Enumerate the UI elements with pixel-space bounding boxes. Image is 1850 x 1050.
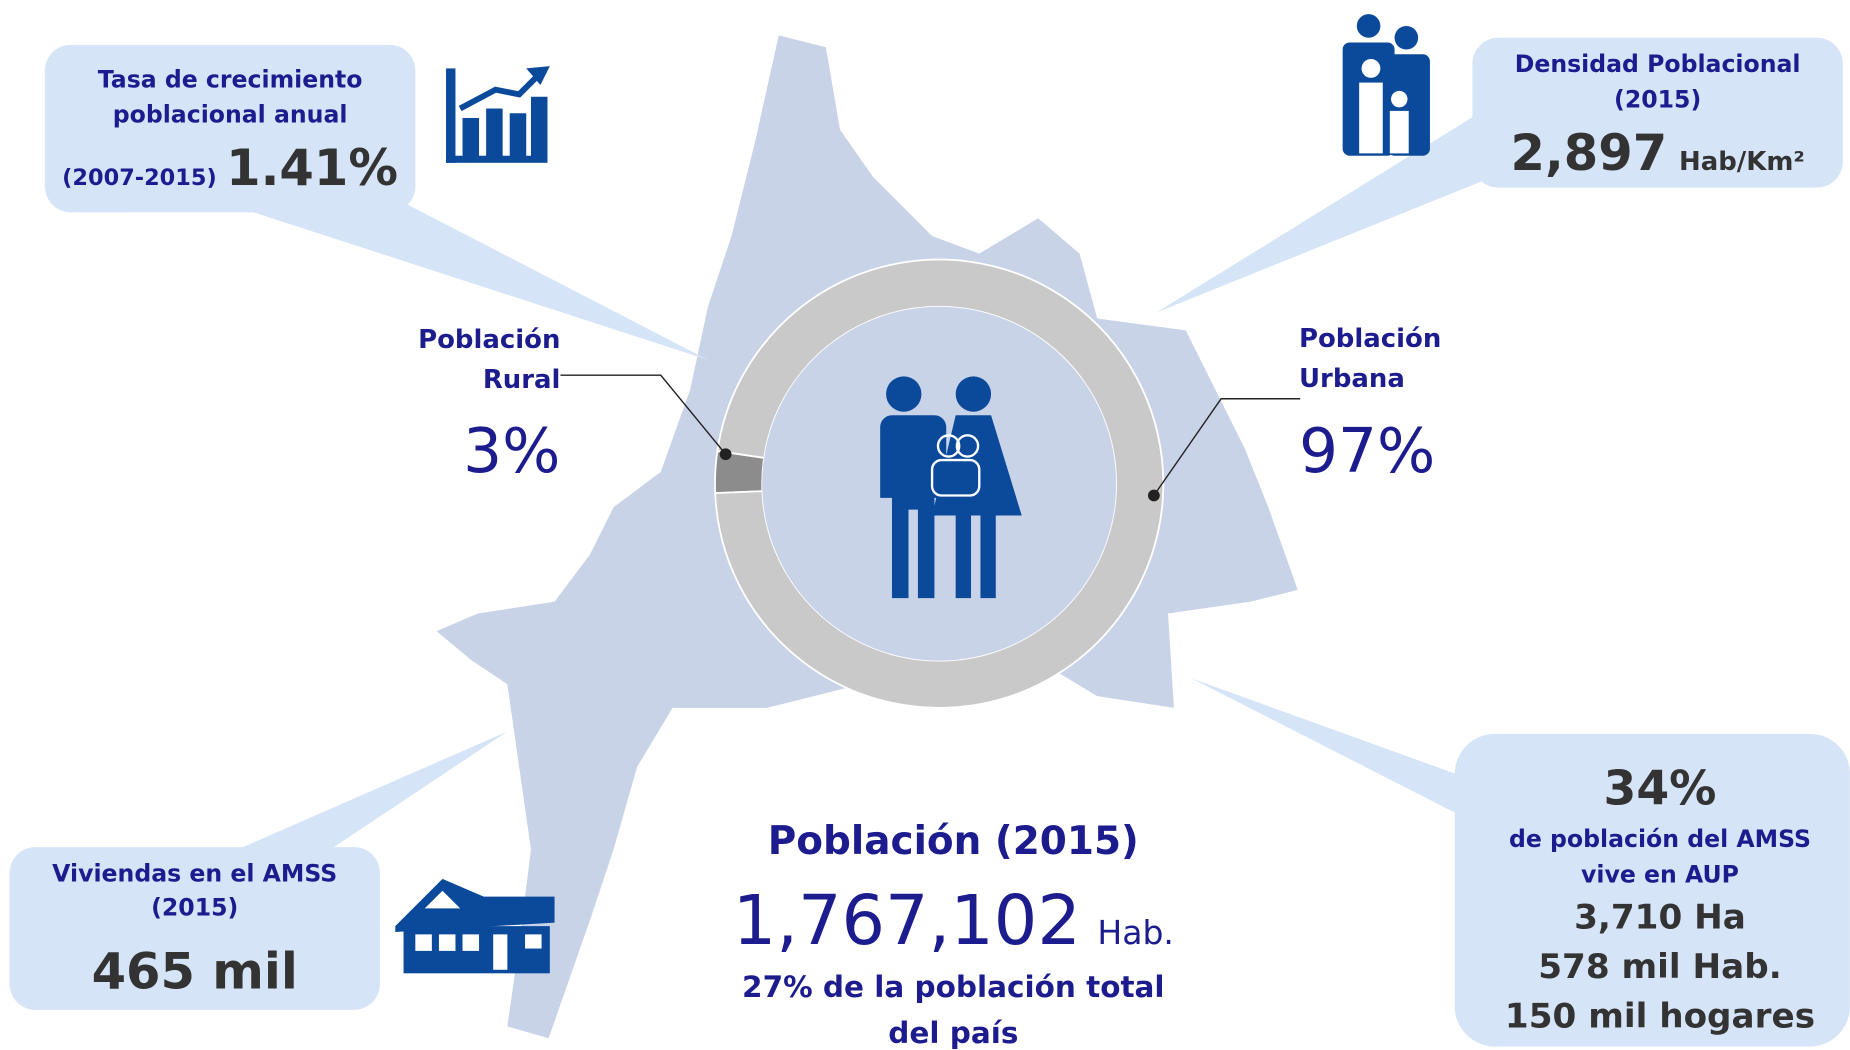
callout-box xyxy=(44,44,416,213)
family-icon xyxy=(1342,14,1430,156)
callout-text: de población del AMSS xyxy=(1509,825,1811,853)
leader-line xyxy=(1153,398,1301,496)
callout-pointer xyxy=(224,731,508,874)
label-line: Población xyxy=(1299,324,1441,354)
population-title: Población (2015) xyxy=(768,819,1139,864)
growth-icon xyxy=(446,66,550,163)
stat: 150 mil hogares xyxy=(1505,997,1815,1037)
unit: Hab/Km² xyxy=(1679,147,1805,177)
label-line: Población xyxy=(418,325,560,355)
callout-text: Tasa de crecimiento xyxy=(98,65,363,93)
callout-text: 2,897 Hab/Km² xyxy=(1510,124,1804,182)
callout-box xyxy=(1454,733,1850,1047)
callout-text: Viviendas en el AMSS xyxy=(52,859,337,887)
category-label: Población Urbana xyxy=(1299,324,1441,394)
value: 2,897 xyxy=(1510,124,1667,182)
stat: 3,710 Ha xyxy=(1574,897,1746,937)
category-label: Población Rural xyxy=(418,325,560,395)
leader-dot xyxy=(719,448,732,461)
label-line: Rural xyxy=(483,365,561,395)
callout-text: poblacional anual xyxy=(113,101,348,129)
label-line: Urbana xyxy=(1299,364,1405,394)
population-value: 1,767,102 Hab. xyxy=(733,881,1174,961)
callout-box xyxy=(1472,37,1843,188)
leader-dot xyxy=(1147,489,1160,502)
stat: 578 mil Hab. xyxy=(1538,947,1781,987)
couple-icon xyxy=(875,376,1022,599)
period: (2007-2015) xyxy=(62,165,217,191)
callout-text: 27% de la población total xyxy=(742,970,1165,1004)
callout-pointer xyxy=(1191,678,1481,826)
callout-text: del país xyxy=(888,1016,1018,1050)
value-label: 3% xyxy=(463,416,560,487)
house-icon xyxy=(395,878,555,974)
value: 1.41% xyxy=(226,139,398,197)
callout-text: (2015) xyxy=(1614,85,1701,113)
value-label: 97% xyxy=(1299,416,1435,487)
callout-pointer xyxy=(253,176,708,360)
callout-text: (2007-2015) 1.41% xyxy=(62,139,398,197)
callout-text: (2015) xyxy=(151,894,238,922)
value: 1,767,102 xyxy=(733,881,1081,961)
callout-text: Densidad Poblacional xyxy=(1515,50,1801,78)
value: 465 mil xyxy=(92,943,298,1001)
leader-line xyxy=(560,374,727,455)
callout-box xyxy=(9,847,380,1010)
callout-pointer xyxy=(1156,112,1522,313)
unit: Hab. xyxy=(1097,913,1174,952)
value: 34% xyxy=(1604,762,1717,817)
callout-text: vive en AUP xyxy=(1581,860,1739,888)
